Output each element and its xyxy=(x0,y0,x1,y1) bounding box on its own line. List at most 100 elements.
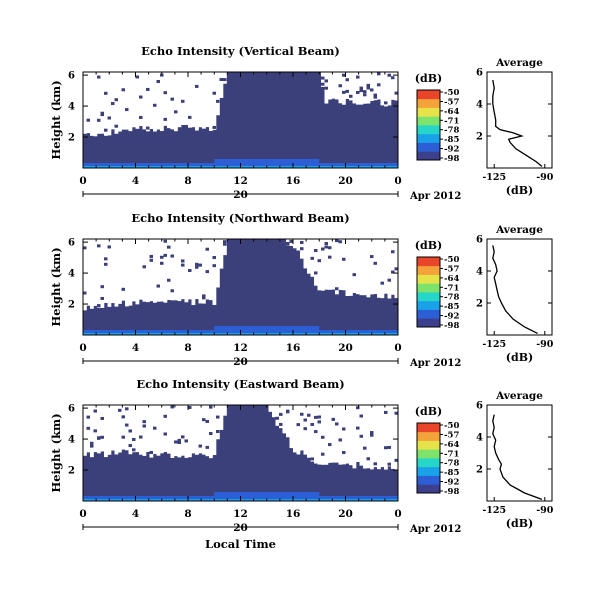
panel1-heatmap-echo-speck xyxy=(188,115,192,119)
panel2-colorbar-segment xyxy=(417,274,440,284)
panel3-heatmap-echo-speck xyxy=(387,462,391,466)
panel2-heatmap-gap xyxy=(321,239,325,291)
panel1-heatmap-gap xyxy=(125,72,129,130)
panel1-heatmap-gap xyxy=(394,72,399,101)
panel2-heatmap-echo-speck xyxy=(202,294,206,298)
panel1-heatmap-echo-speck xyxy=(153,103,157,107)
panel1-heatmap-gap xyxy=(146,72,150,132)
panel3-heatmap-gap xyxy=(156,405,161,456)
panel2-heatmap-echo-speck xyxy=(188,269,192,273)
panel2-heatmap-gap xyxy=(86,239,91,306)
panel3-heatmap-echo-speck xyxy=(149,450,153,454)
panel3-colorbar-segment xyxy=(417,423,440,433)
panel2-profile-xtick-label: -125 xyxy=(482,339,506,350)
panel2-heatmap-echo-speck xyxy=(328,246,332,250)
panel3-heatmap-gap xyxy=(83,405,87,456)
panel2-heatmap-gap xyxy=(181,239,185,300)
panel3-heatmap-echo-speck xyxy=(331,417,335,421)
panel1-heatmap-gap xyxy=(97,72,101,134)
panel3-heatmap-gap xyxy=(219,405,224,430)
panel2-heatmap-gap xyxy=(223,239,227,256)
panel3-heatmap-gap xyxy=(331,405,336,463)
panel2-profile-line xyxy=(492,245,538,334)
panel3-heatmap-echo-speck xyxy=(387,445,391,449)
panel3-xtick-label: 16 xyxy=(286,508,301,520)
panel1-heatmap-echo-speck xyxy=(366,83,370,87)
panel3-heatmap-gap xyxy=(366,405,371,469)
panel2-heatmap-echo-speck xyxy=(272,239,276,242)
panel3-heatmap-echo-speck xyxy=(205,419,209,423)
panel1-heatmap-echo-speck xyxy=(394,91,398,95)
panel2-heatmap-gap xyxy=(293,239,297,249)
panel2-heatmap-gap xyxy=(121,239,126,301)
panel3-heatmap-echo-speck xyxy=(310,457,314,461)
panel3-heatmap-echo-speck xyxy=(142,420,146,424)
panel2-heatmap-echo-speck xyxy=(121,287,125,291)
panel3-heatmap-echo-speck xyxy=(202,418,206,422)
panel2-colorbar-segment xyxy=(417,318,440,328)
panel3-heatmap-echo-speck xyxy=(209,432,213,436)
panel1-xtick-label: 12 xyxy=(233,175,248,187)
panel1-heatmap-echo-speck xyxy=(342,73,346,77)
panel1-ytick-label: 6 xyxy=(68,71,75,82)
panel1-colorbar-tick-label: -98 xyxy=(444,154,459,164)
panel2-heatmap-echo-speck xyxy=(380,281,384,285)
panel1-xtick-label: 0 xyxy=(394,175,401,187)
panel2-heatmap-echo-speck xyxy=(167,278,171,282)
panel1-heatmap-gap xyxy=(370,72,374,102)
panel1-colorbar-tick-label: -85 xyxy=(444,135,459,145)
panel1-heatmap-gap xyxy=(331,72,336,99)
panel2-xtick-label: 4 xyxy=(132,342,139,354)
panel3-ytick-label: 6 xyxy=(68,404,75,415)
panel1-heatmap-gap xyxy=(160,72,164,132)
panel3-heatmap-gap xyxy=(118,405,122,453)
panel2-heatmap-echo-speck xyxy=(198,263,202,267)
panel3-heatmap-echo-speck xyxy=(338,438,342,442)
panel3-heatmap-gap xyxy=(293,405,297,453)
panel2-colorbar-frame xyxy=(416,256,441,328)
panel3-heatmap-gap xyxy=(191,405,196,454)
panel1-heatmap-echo-speck xyxy=(377,83,381,87)
panel3-heatmap-echo-speck xyxy=(279,422,283,426)
panel2-heatmap-gap xyxy=(153,239,157,303)
panel3-heatmap-echo-speck xyxy=(163,432,167,436)
panel1-heatmap-gap xyxy=(156,72,161,130)
panel1-colorbar-frame xyxy=(416,89,441,161)
panel3-heatmap-echo-speck xyxy=(121,435,125,439)
panel2-heatmap-gap xyxy=(146,239,150,303)
panel3-heatmap-echo-speck xyxy=(153,426,157,430)
panel3-heatmap-echo-speck xyxy=(100,435,104,439)
panel3-heatmap-gap xyxy=(300,405,304,451)
panel2-heatmap-gap xyxy=(331,239,336,290)
panel1-heatmap-gap xyxy=(177,72,182,128)
panel2-heatmap-echo-speck xyxy=(324,245,328,249)
panel1-heatmap-gap xyxy=(335,72,339,100)
panel3-heatmap-echo-speck xyxy=(317,415,321,419)
panel1-colorbar-segment xyxy=(417,98,440,108)
panel1-heatmap-echo-speck xyxy=(391,76,395,80)
panel1-heatmap-gap xyxy=(191,72,196,128)
panel3-xtick-label: 20 xyxy=(338,508,353,520)
panel3-heatmap-echo-speck xyxy=(335,422,339,426)
panel2-colorbar-segment xyxy=(417,292,440,302)
panel1-heatmap-echo-speck xyxy=(363,93,367,97)
panel1-heatmap-gap xyxy=(345,72,350,99)
panel3-xtick-label: 0 xyxy=(394,508,401,520)
panel3-profile-xtick-label: -90 xyxy=(536,505,554,516)
panel2-heatmap-gap xyxy=(338,239,343,290)
panel1-colorbar-tick-label: -64 xyxy=(444,107,459,117)
panel2-heatmap-gap xyxy=(349,239,353,296)
panel3-profile-line xyxy=(492,414,543,501)
panel1-colorbar-segment xyxy=(417,116,440,126)
panel3-heatmap-echo-speck xyxy=(86,426,90,430)
panel3-heatmap-echo-speck xyxy=(93,409,97,413)
panel3-heatmap-gap xyxy=(216,405,220,440)
panel3-heatmap-echo-speck xyxy=(321,435,325,439)
panel2-colorbar-tick-label: -71 xyxy=(444,283,459,293)
panel3-heatmap-echo-speck xyxy=(128,429,132,433)
panel1-heatmap-echo-speck xyxy=(338,84,342,88)
panel3-colorbar-tick-label: -50 xyxy=(444,421,459,431)
panel2-title: Echo Intensity (Northward Beam) xyxy=(131,211,349,225)
panel1-heatmap-echo-speck xyxy=(86,118,90,122)
